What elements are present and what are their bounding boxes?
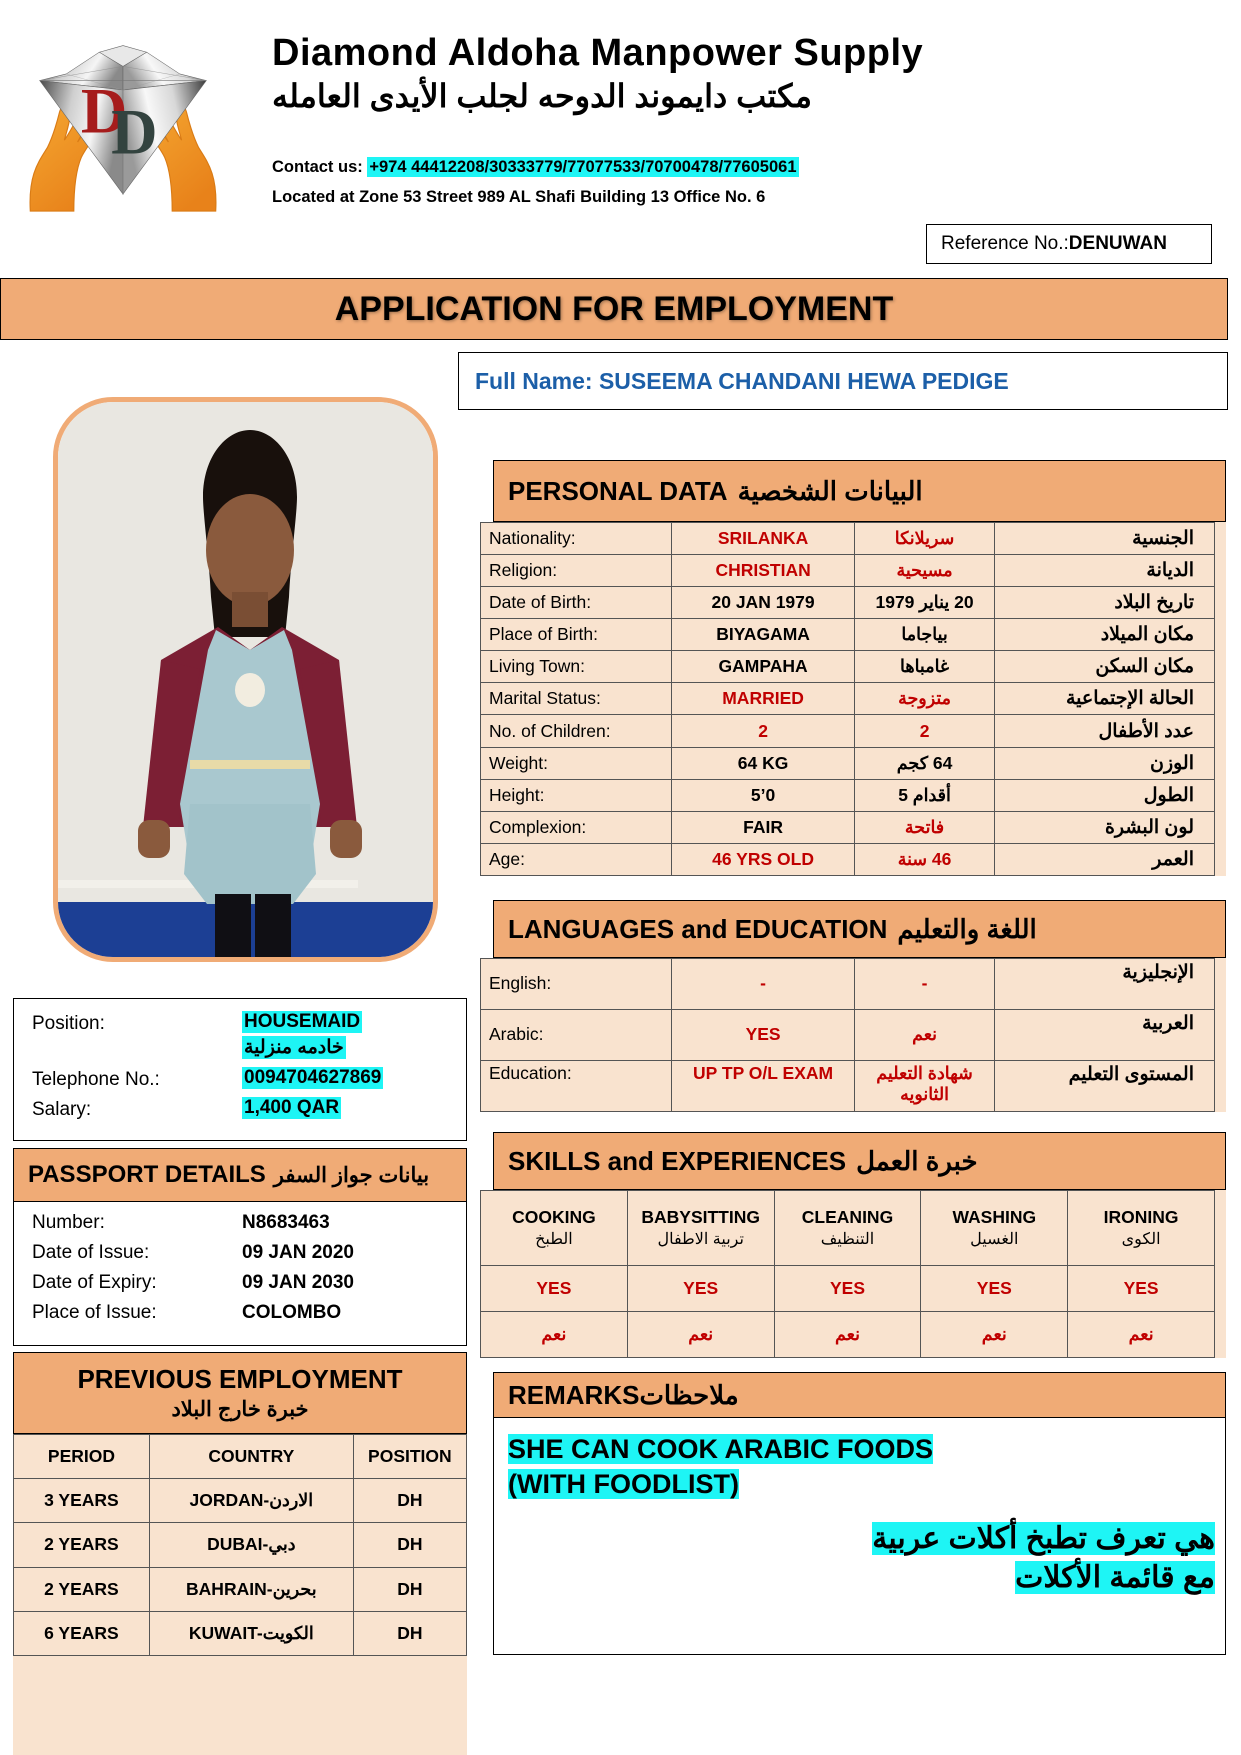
- svg-text:D: D: [111, 96, 157, 167]
